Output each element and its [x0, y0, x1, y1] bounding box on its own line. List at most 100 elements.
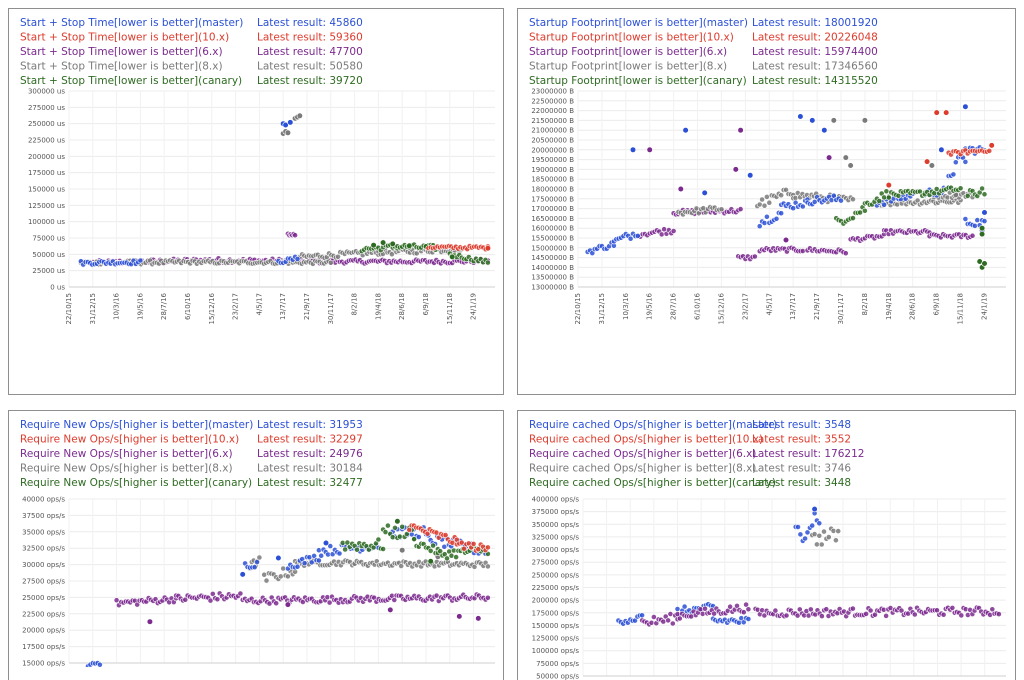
data-point	[831, 118, 837, 124]
data-point	[838, 198, 843, 203]
data-point	[385, 523, 390, 528]
data-point	[810, 118, 816, 124]
x-tick-label: 13/7/17	[279, 293, 287, 320]
x-tick-label: 4/5/17	[255, 293, 263, 316]
data-point	[850, 216, 855, 221]
data-point	[924, 159, 930, 165]
y-tick-label: 225000 ops/s	[532, 584, 580, 592]
legend-label-master[interactable]: Require cached Ops/s[higher is better](m…	[529, 419, 777, 431]
legend-label-10.x[interactable]: Require New Ops/s[higher is better](10.x…	[20, 434, 239, 446]
data-point	[747, 173, 753, 179]
legend-label-6.x[interactable]: Startup Footprint[lower is better](6.x)	[529, 46, 727, 58]
chart-start-stop-time: Start + Stop Time[lower is better](maste…	[8, 8, 504, 395]
data-point	[485, 595, 490, 600]
data-point	[380, 240, 386, 246]
data-point	[323, 540, 329, 546]
data-point	[285, 130, 291, 136]
data-point	[982, 192, 987, 197]
data-point	[274, 601, 279, 606]
data-point	[996, 612, 1001, 617]
x-tick-label: 15/11/18	[446, 293, 454, 324]
x-tick-label: 4/5/17	[765, 293, 773, 316]
legend-label-8.x[interactable]: Require New Ops/s[higher is better](8.x)	[20, 463, 233, 475]
data-point	[941, 612, 946, 617]
legend-label-canary[interactable]: Start + Stop Time[lower is better](canar…	[20, 75, 242, 87]
data-point	[862, 118, 868, 124]
data-point	[457, 614, 463, 620]
y-tick-label: 18000000 B	[531, 186, 574, 194]
y-tick-label: 50000 ops/s	[536, 673, 579, 680]
latest-result-6.x: Latest result: 24976	[257, 448, 363, 460]
data-point	[779, 211, 784, 216]
data-point	[285, 574, 290, 579]
y-tick-label: 300000 us	[28, 88, 65, 96]
legend-label-canary[interactable]: Require cached Ops/s[higher is better](c…	[529, 477, 776, 489]
x-tick-label: 21/9/17	[303, 293, 311, 320]
legend-label-10.x[interactable]: Start + Stop Time[lower is better](10.x)	[20, 32, 229, 44]
legend-label-canary[interactable]: Startup Footprint[lower is better](canar…	[529, 75, 747, 87]
data-point	[886, 182, 892, 188]
data-point	[335, 254, 340, 259]
data-point	[741, 610, 746, 615]
y-tick-label: 25000 us	[32, 267, 65, 275]
data-point	[659, 232, 664, 237]
data-point	[675, 606, 680, 611]
data-point	[934, 110, 940, 116]
data-point	[476, 616, 482, 622]
data-point	[649, 620, 654, 625]
data-point	[400, 524, 405, 529]
data-point	[760, 197, 765, 202]
legend-label-8.x[interactable]: Start + Stop Time[lower is better](8.x)	[20, 61, 223, 73]
data-point	[989, 143, 995, 149]
x-tick-label: 19/5/16	[136, 292, 144, 320]
series-master	[78, 120, 300, 268]
data-point	[640, 613, 645, 618]
y-tick-label: 0 us	[50, 284, 65, 292]
legend-label-master[interactable]: Require New Ops/s[higher is better](mast…	[20, 419, 253, 431]
legend-label-10.x[interactable]: Startup Footprint[lower is better](10.x)	[529, 32, 734, 44]
legend-label-8.x[interactable]: Require cached Ops/s[higher is better](8…	[529, 463, 756, 475]
data-point	[746, 607, 751, 612]
legend-label-master[interactable]: Start + Stop Time[lower is better](maste…	[20, 17, 243, 29]
y-tick-label: 15500000 B	[531, 235, 574, 243]
data-point	[397, 534, 402, 539]
data-point	[297, 113, 303, 119]
data-point	[833, 538, 838, 543]
legend-label-8.x[interactable]: Startup Footprint[lower is better](8.x)	[529, 61, 727, 73]
x-tick-label: 22/10/15	[65, 293, 73, 324]
y-tick-label: 16500000 B	[531, 215, 574, 223]
data-point	[138, 258, 143, 263]
chart-require-cached-ops: Require cached Ops/s[higher is better](m…	[517, 410, 1016, 680]
legend-label-10.x[interactable]: Require cached Ops/s[higher is better](1…	[529, 434, 763, 446]
legend: Startup Footprint[lower is better](maste…	[529, 17, 878, 87]
y-tick-label: 17000000 B	[531, 205, 574, 213]
data-point	[309, 560, 314, 565]
legend-label-canary[interactable]: Require New Ops/s[higher is better](cana…	[20, 477, 252, 489]
data-point	[798, 532, 803, 537]
data-point	[982, 261, 988, 267]
data-point	[392, 525, 397, 530]
y-tick-label: 15000 ops/s	[22, 660, 65, 668]
data-point	[428, 559, 434, 565]
data-point	[670, 621, 675, 626]
x-tick-label: 19/5/16	[646, 292, 654, 320]
data-point	[764, 214, 769, 219]
y-tick-label: 175000 us	[28, 169, 65, 177]
data-point	[791, 206, 796, 211]
latest-result-master: Latest result: 45860	[257, 17, 363, 29]
data-point	[738, 207, 743, 212]
x-tick-label: 28/6/18	[909, 293, 917, 320]
data-point	[814, 542, 819, 547]
legend-label-master[interactable]: Startup Footprint[lower is better](maste…	[529, 17, 748, 29]
x-tick-label: 24/1/19	[470, 293, 478, 320]
data-point	[884, 189, 889, 194]
y-tick-label: 250000 us	[28, 120, 65, 128]
legend-label-6.x[interactable]: Start + Stop Time[lower is better](6.x)	[20, 46, 223, 58]
data-point	[800, 204, 805, 209]
data-point	[252, 565, 257, 570]
y-tick-label: 25000 ops/s	[22, 594, 65, 602]
legend-label-6.x[interactable]: Require New Ops/s[higher is better](6.x)	[20, 448, 233, 460]
data-point	[746, 616, 751, 621]
legend-label-6.x[interactable]: Require cached Ops/s[higher is better](6…	[529, 448, 756, 460]
data-point	[316, 558, 321, 563]
